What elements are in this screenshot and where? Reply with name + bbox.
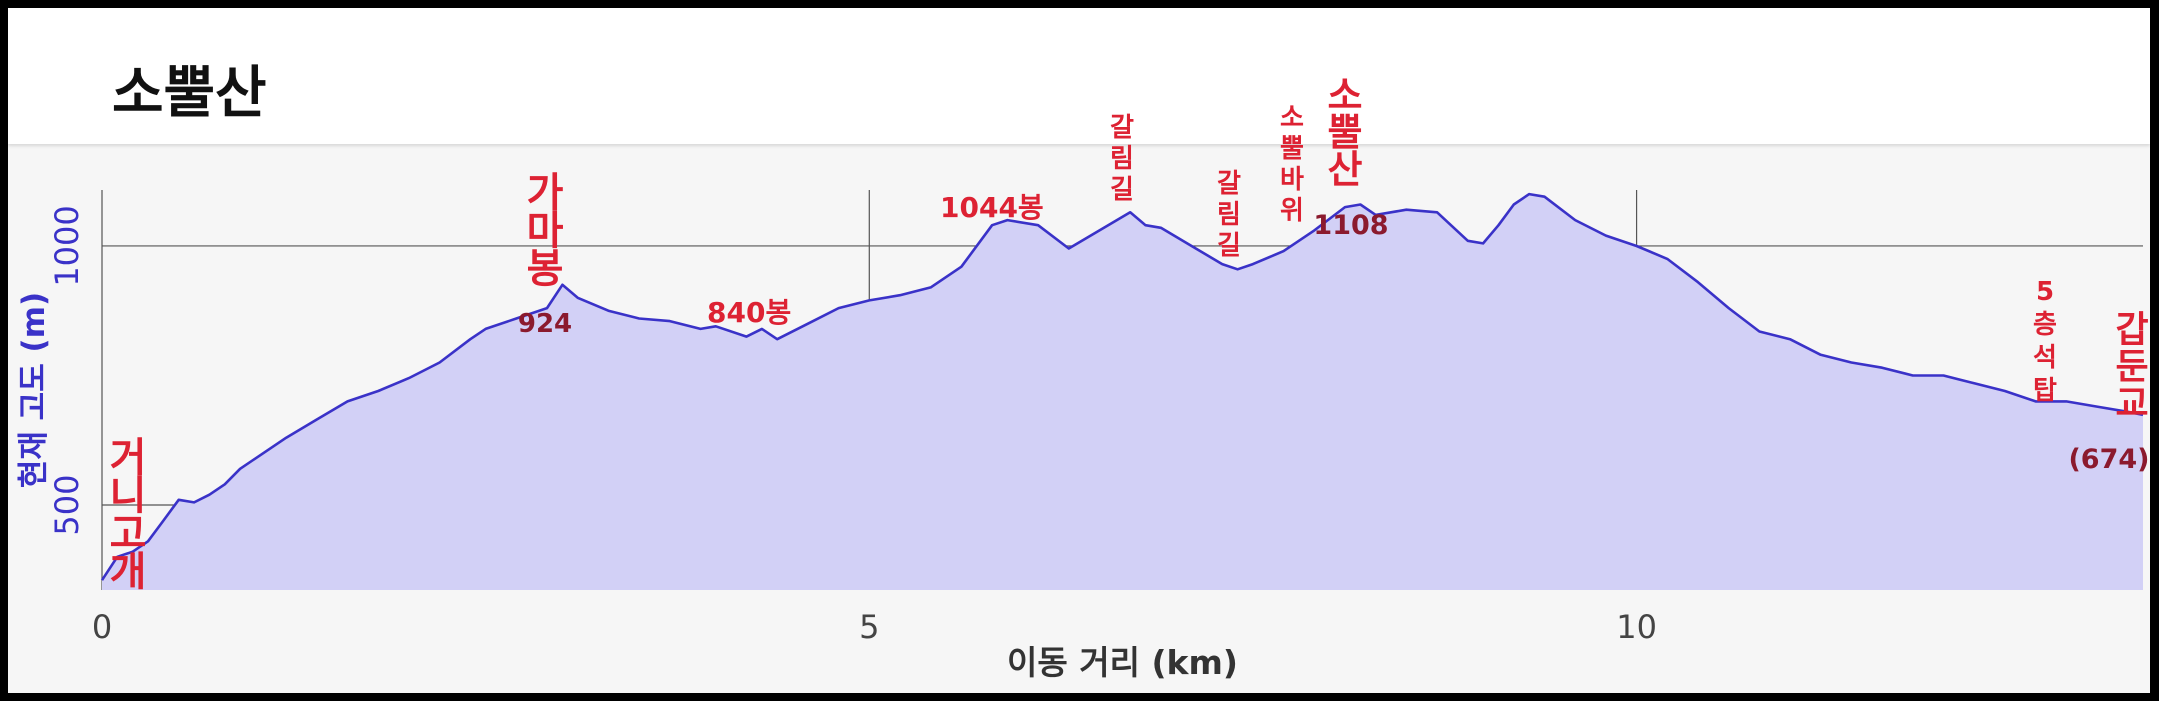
annotation-label-char: 둔 [2115,347,2148,388]
elevation-label: 924 [518,309,572,339]
annotation-label-char: 길 [1110,175,1134,205]
annotation-label-char: 갑 [2115,310,2148,351]
annotation-label-char: 봉 [527,246,564,292]
annotation-label-char: 위 [1280,196,1304,226]
annotation-갈림길-2: 갈림길 [1217,169,1241,261]
area-layer [100,192,2144,590]
annotation-label-char: 5 [2036,277,2054,307]
annotation-label-char: 소 [1280,103,1304,133]
annotation-label-char: 교 [2115,384,2148,425]
axis-layer: 0 5 10 500 1000 이동 거리 (km) 현재 고도 (m) [16,205,1657,682]
annotation-label-char: 산 [1328,147,1363,191]
annotation-소뿔산: 소뿔산 1108 [1313,73,1388,241]
series-area-0 [102,194,2143,590]
series-line-0 [100,192,2144,581]
annotation-label-char: 림 [1110,144,1134,174]
annotation-label-char: 길 [1217,231,1241,261]
annotation-label-char: 고 [110,511,147,557]
annotation-label-char: 마 [527,208,564,254]
x-tick-label-0: 0 [92,608,112,646]
annotation-label-char: 가 [527,170,564,216]
annotation-label-char: 갈 [1110,113,1134,143]
annotation-label-char: 층 [2033,310,2057,340]
annotation-label-char: 갈 [1217,169,1241,199]
x-tick-label-10: 10 [1616,608,1657,646]
x-tick-label-5: 5 [859,608,879,646]
annotation-label-char: 뿔 [1328,110,1363,154]
annotation-label-char: 탑 [2033,376,2057,406]
title-bar: 소뿔산 [8,8,2150,144]
y-axis-title: 현재 고도 (m) [16,292,52,488]
annotation-label: 840봉 [707,296,791,329]
annotation-label-char: 니 [110,473,147,519]
annotation-갑둔교: 갑둔교 (674) [2068,310,2149,475]
annotation-label-char: 개 [110,549,147,595]
annotation-label: 1044봉 [940,191,1044,224]
annotation-label-char: 바 [1280,165,1304,195]
annotation-label-char: 뿔 [1280,134,1304,164]
annotation-갈림길-1: 갈림길 [1110,113,1134,205]
elevation-label: 1108 [1313,210,1388,241]
annotation-840봉: 840봉 [707,296,791,329]
annotation-label-char: 석 [2033,343,2057,373]
elevation-label: (674) [2068,444,2149,475]
annotation-1044봉: 1044봉 [940,191,1044,224]
y-tick-label-500: 500 [48,474,86,535]
x-axis-title: 이동 거리 (km) [1007,643,1238,682]
annotation-label-char: 소 [1328,73,1363,117]
annotation-label-char: 림 [1217,200,1241,230]
page-title: 소뿔산 [112,61,267,126]
y-tick-label-1000: 1000 [48,205,86,286]
annotation-label-char: 거 [110,435,147,481]
annotation-가마봉: 가마봉 924 [518,170,572,339]
